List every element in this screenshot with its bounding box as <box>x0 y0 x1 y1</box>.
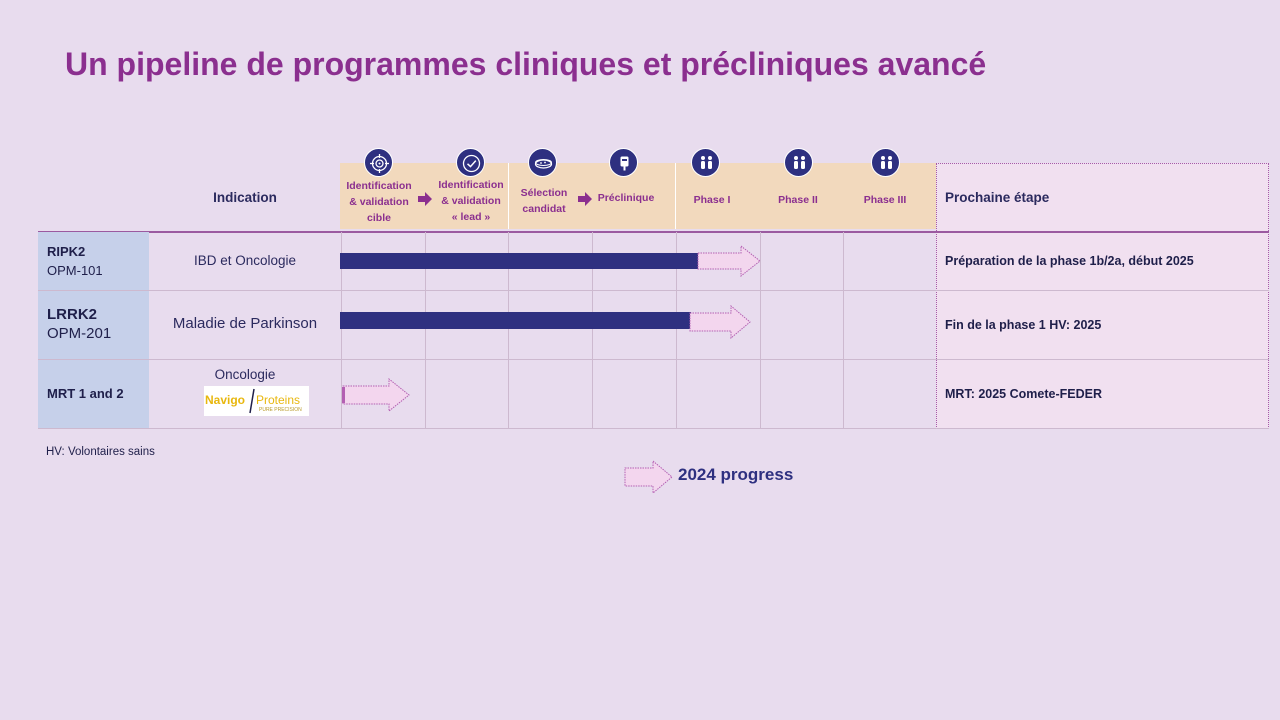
stage-label-lead-validation: Identification & validation « lead » <box>438 179 504 223</box>
stage-label-candidate-selection: Sélection candidat <box>520 187 568 215</box>
stage-label-phase-3: Phase III <box>863 194 907 206</box>
indication-text: Maladie de Parkinson <box>172 315 318 332</box>
column-divider <box>843 232 844 428</box>
next-step-text: Préparation de la phase 1b/2a, début 202… <box>945 254 1194 268</box>
progress-bar <box>340 312 691 329</box>
row-divider <box>38 359 1269 360</box>
header-separator <box>508 163 509 229</box>
legend-arrow-icon <box>624 460 673 494</box>
next-step-text: Fin de la phase 1 HV: 2025 <box>945 318 1102 332</box>
program-code: LRRK2 <box>47 306 98 323</box>
header-divider <box>38 231 1269 233</box>
people-icon <box>784 148 813 177</box>
petri-dish-icon <box>528 148 557 177</box>
people-icon <box>691 148 720 177</box>
stage-label-phase-2: Phase II <box>778 194 818 206</box>
stage-arrow-icon <box>418 192 432 206</box>
row-divider <box>38 290 1269 291</box>
footnote: HV: Volontaires sains <box>46 446 155 458</box>
column-divider <box>508 232 509 428</box>
target-icon <box>364 148 393 177</box>
header-separator <box>675 163 676 229</box>
column-divider <box>676 232 677 428</box>
next-step-text: MRT: 2025 Comete-FEDER <box>945 387 1102 401</box>
program-code: RIPK2 <box>47 244 86 259</box>
program-cell-lrrk2: LRRK2 OPM-201 <box>38 291 149 359</box>
partner-logo-navigo: Navigo Proteins PURE PRECISION <box>204 386 309 416</box>
program-code: MRT 1 and 2 <box>47 386 124 401</box>
indication-header: Indication <box>213 190 277 205</box>
program-sub: OPM-201 <box>47 325 112 342</box>
next-step-header: Prochaine étape <box>945 190 1050 205</box>
indication-text: IBD et Oncologie <box>193 253 297 268</box>
column-divider <box>760 232 761 428</box>
check-circle-icon <box>456 148 485 177</box>
stages-header-band <box>340 163 936 229</box>
logo-slash-icon <box>249 388 255 414</box>
progress-2024-arrow <box>697 245 761 277</box>
page-title: Un pipeline de programmes cliniques et p… <box>65 46 987 82</box>
indication-text: Oncologie <box>214 367 276 382</box>
column-divider <box>425 232 426 428</box>
people-icon <box>871 148 900 177</box>
stage-arrow-icon <box>578 192 592 206</box>
next-step-column <box>936 163 1269 429</box>
column-divider <box>592 232 593 428</box>
legend-label: 2024 progress <box>678 465 794 484</box>
stage-label-target-validation: Identification & validation cible <box>346 180 412 224</box>
row-divider <box>38 428 1269 429</box>
iv-bag-icon <box>609 148 638 177</box>
progress-bar <box>340 253 699 269</box>
stage-label-phase-1: Phase I <box>693 194 731 206</box>
program-sub: OPM-101 <box>47 263 103 278</box>
progress-2024-arrow <box>342 378 410 412</box>
column-divider <box>341 232 342 428</box>
stage-label-preclinical: Préclinique <box>597 192 655 204</box>
program-cell-mrt: MRT 1 and 2 <box>38 360 149 428</box>
progress-2024-arrow <box>689 305 751 339</box>
program-cell-ripk2: RIPK2 OPM-101 <box>38 232 149 290</box>
